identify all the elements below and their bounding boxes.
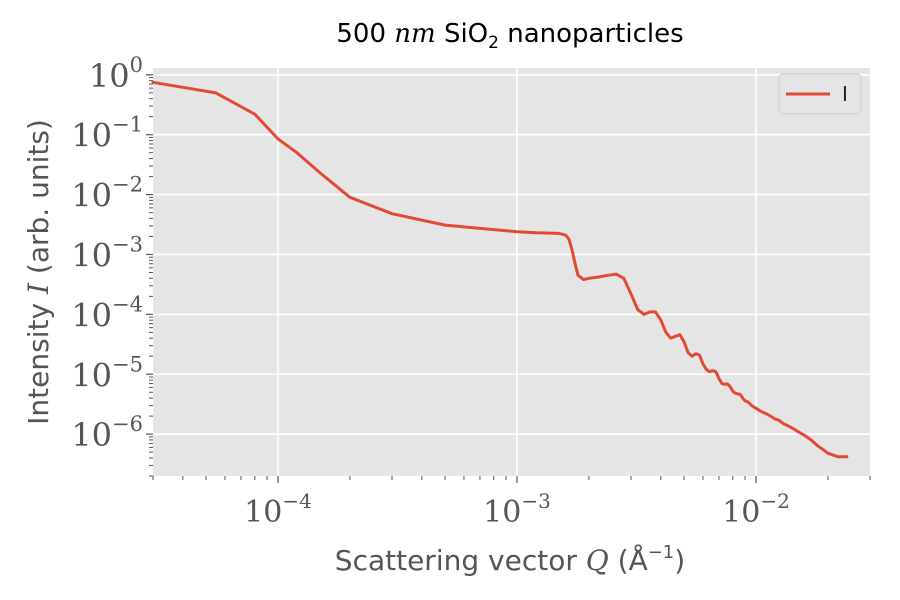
- legend: I: [778, 73, 862, 115]
- y-tick-label: 10−6: [71, 412, 143, 454]
- x-tick-label: 10−3: [483, 489, 551, 530]
- plot-area: [153, 68, 870, 476]
- y-axis-ticks: 100 10−1 10−2 10−3 10−4 10−5 10−6: [71, 53, 153, 477]
- y-tick-label: 10−4: [71, 292, 143, 334]
- y-axis-label: Intensity I (arb. units): [22, 119, 55, 425]
- x-axis-ticks: 10−4 10−3 10−2: [152, 476, 871, 530]
- title-rest: nanoparticles: [507, 19, 683, 49]
- xlabel-unit: Å: [629, 543, 648, 577]
- legend-label: I: [842, 82, 848, 106]
- title-material: SiO: [444, 19, 488, 49]
- title-unit: nm: [394, 19, 435, 49]
- chart-title: 500 nm SiO2 nanoparticles: [336, 19, 683, 55]
- x-axis-label: Scattering vector Q (Å−1): [335, 542, 685, 577]
- series-line-I: [151, 80, 849, 459]
- xlabel-open: (: [618, 544, 629, 577]
- series-layer: [151, 80, 849, 459]
- xlabel-var: Q: [586, 544, 609, 577]
- ylabel-prefix: Intensity: [22, 303, 55, 425]
- y-tick-label: 10−3: [71, 232, 143, 274]
- plot-background: [153, 68, 870, 476]
- x-tick-label: 10−4: [244, 489, 312, 530]
- x-tick-label: 10−2: [722, 489, 790, 530]
- ylabel-rest: (arb. units): [22, 119, 55, 274]
- y-tick-label: 10−1: [71, 113, 143, 155]
- title-number: 500: [336, 19, 386, 49]
- y-tick-label: 10−2: [71, 173, 143, 215]
- y-tick-label: 10−5: [71, 352, 143, 394]
- xlabel-unit-exp: −1: [648, 542, 675, 563]
- title-subscript: 2: [488, 33, 499, 53]
- ylabel-var: I: [22, 282, 55, 295]
- y-tick-label: 100: [89, 53, 143, 95]
- xlabel-close: ): [674, 544, 685, 577]
- xlabel-prefix: Scattering vector: [335, 544, 578, 577]
